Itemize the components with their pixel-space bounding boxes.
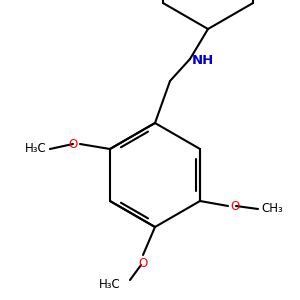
Text: H₃C: H₃C: [99, 278, 121, 292]
Text: O: O: [230, 200, 239, 212]
Text: CH₃: CH₃: [261, 202, 283, 215]
Text: O: O: [138, 257, 148, 270]
Text: H₃C: H₃C: [25, 142, 47, 155]
Text: O: O: [69, 137, 78, 151]
Text: NH: NH: [192, 55, 214, 68]
